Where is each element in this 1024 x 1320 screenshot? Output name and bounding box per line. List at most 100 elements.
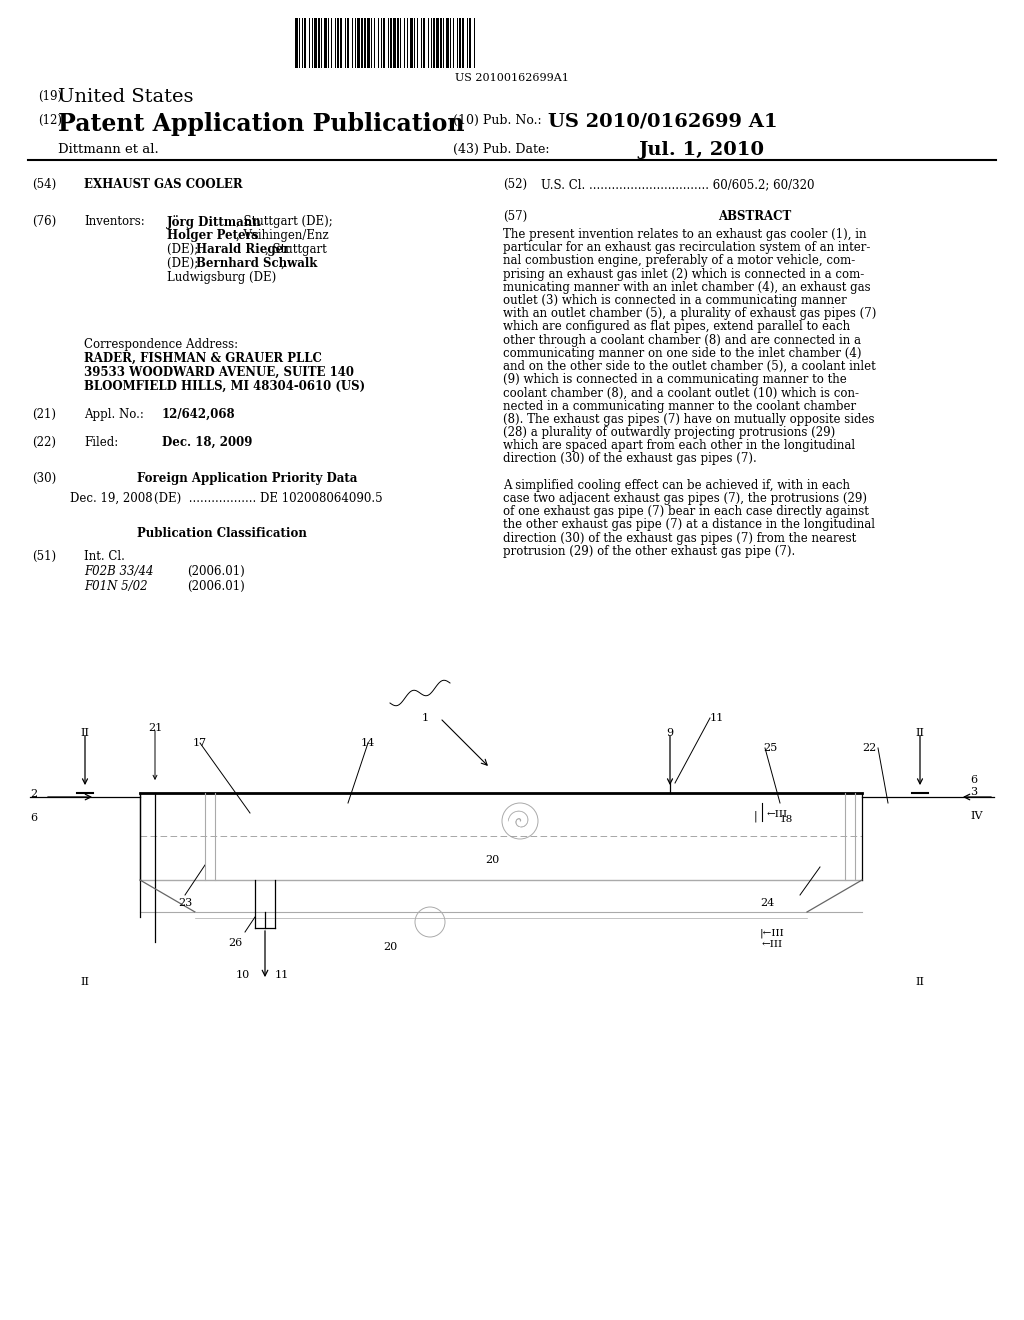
Text: 9: 9 [667, 729, 674, 738]
Text: (DE);: (DE); [167, 243, 202, 256]
Text: , Vaihingen/Enz: , Vaihingen/Enz [236, 228, 329, 242]
Text: |←III: |←III [760, 928, 784, 937]
Text: US 20100162699A1: US 20100162699A1 [455, 73, 569, 83]
Text: 14: 14 [360, 738, 375, 748]
Text: (76): (76) [32, 215, 56, 228]
Text: 10: 10 [236, 970, 250, 979]
Text: other through a coolant chamber (8) and are connected in a: other through a coolant chamber (8) and … [503, 334, 861, 347]
Text: Int. Cl.: Int. Cl. [84, 550, 125, 564]
Text: of one exhaust gas pipe (7) bear in each case directly against: of one exhaust gas pipe (7) bear in each… [503, 506, 869, 519]
Text: direction (30) of the exhaust gas pipes (7) from the nearest: direction (30) of the exhaust gas pipes … [503, 532, 856, 545]
Text: (21): (21) [32, 408, 56, 421]
Text: Jörg Dittmann: Jörg Dittmann [167, 215, 262, 228]
Text: Appl. No.:: Appl. No.: [84, 408, 144, 421]
Text: RADER, FISHMAN & GRAUER PLLC: RADER, FISHMAN & GRAUER PLLC [84, 352, 322, 366]
Text: 1: 1 [422, 713, 429, 723]
Text: (28) a plurality of outwardly projecting protrusions (29): (28) a plurality of outwardly projecting… [503, 426, 836, 440]
Text: direction (30) of the exhaust gas pipes (7).: direction (30) of the exhaust gas pipes … [503, 453, 757, 466]
Text: 3: 3 [970, 787, 977, 797]
Text: case two adjacent exhaust gas pipes (7), the protrusions (29): case two adjacent exhaust gas pipes (7),… [503, 492, 867, 506]
Text: 39533 WOODWARD AVENUE, SUITE 140: 39533 WOODWARD AVENUE, SUITE 140 [84, 366, 354, 379]
Text: which are configured as flat pipes, extend parallel to each: which are configured as flat pipes, exte… [503, 321, 850, 334]
Text: Patent Application Publication: Patent Application Publication [58, 112, 465, 136]
Text: (30): (30) [32, 473, 56, 484]
Bar [436, 18, 439, 69]
Text: BLOOMFIELD HILLS, MI 48304-0610 (US): BLOOMFIELD HILLS, MI 48304-0610 (US) [84, 380, 366, 393]
Text: outlet (3) which is connected in a communicating manner: outlet (3) which is connected in a commu… [503, 294, 847, 308]
Text: ←III: ←III [762, 940, 783, 949]
Text: 26: 26 [228, 939, 242, 948]
Text: 22: 22 [862, 743, 877, 752]
Text: Publication Classification: Publication Classification [137, 527, 307, 540]
Text: Foreign Application Priority Data: Foreign Application Priority Data [137, 473, 357, 484]
Bar [462, 18, 464, 69]
Text: 17: 17 [193, 738, 207, 748]
Text: II: II [915, 729, 925, 738]
Text: 11: 11 [710, 713, 724, 723]
Bar [383, 18, 385, 69]
Text: prising an exhaust gas inlet (2) which is connected in a com-: prising an exhaust gas inlet (2) which i… [503, 268, 864, 281]
Text: 6: 6 [30, 813, 37, 822]
Text: municating manner with an inlet chamber (4), an exhaust gas: municating manner with an inlet chamber … [503, 281, 870, 294]
Text: communicating manner on one side to the inlet chamber (4): communicating manner on one side to the … [503, 347, 861, 360]
Bar [433, 18, 435, 69]
Bar [469, 18, 471, 69]
Text: 21: 21 [147, 723, 162, 733]
Bar [340, 18, 342, 69]
Text: Harald Rieger: Harald Rieger [196, 243, 290, 256]
Text: (52): (52) [503, 178, 527, 191]
Text: (12): (12) [38, 114, 62, 127]
Bar [347, 18, 349, 69]
Text: 18: 18 [780, 814, 794, 824]
Text: F01N 5/02: F01N 5/02 [84, 579, 147, 593]
Text: nal combustion engine, preferably of a motor vehicle, com-: nal combustion engine, preferably of a m… [503, 255, 855, 268]
Text: |: | [754, 810, 757, 821]
Bar [446, 18, 449, 69]
Text: Jul. 1, 2010: Jul. 1, 2010 [638, 141, 764, 158]
Text: ←III: ←III [767, 810, 788, 818]
Bar [324, 18, 327, 69]
Bar [397, 18, 399, 69]
Text: (22): (22) [32, 436, 56, 449]
Text: II: II [915, 977, 925, 987]
Bar [393, 18, 396, 69]
Text: (19): (19) [38, 90, 62, 103]
Text: (DE)  .................. DE 102008064090.5: (DE) .................. DE 102008064090.… [154, 492, 383, 506]
Bar [390, 18, 392, 69]
Text: the other exhaust gas pipe (7) at a distance in the longitudinal: the other exhaust gas pipe (7) at a dist… [503, 519, 874, 532]
Text: ABSTRACT: ABSTRACT [719, 210, 792, 223]
Text: United States: United States [58, 88, 194, 106]
Text: IV: IV [970, 810, 982, 821]
Text: , Stuttgart (DE);: , Stuttgart (DE); [236, 215, 333, 228]
Text: (57): (57) [503, 210, 527, 223]
Text: with an outlet chamber (5), a plurality of exhaust gas pipes (7): with an outlet chamber (5), a plurality … [503, 308, 877, 321]
Bar [314, 18, 317, 69]
Text: Dec. 18, 2009: Dec. 18, 2009 [162, 436, 252, 449]
Bar [367, 18, 370, 69]
Text: Filed:: Filed: [84, 436, 118, 449]
Text: and on the other side to the outlet chamber (5), a coolant inlet: and on the other side to the outlet cham… [503, 360, 876, 374]
Text: II: II [81, 729, 89, 738]
Bar [364, 18, 366, 69]
Text: US 2010/0162699 A1: US 2010/0162699 A1 [548, 112, 777, 129]
Text: (54): (54) [32, 178, 56, 191]
Text: Correspondence Address:: Correspondence Address: [84, 338, 239, 351]
Text: (2006.01): (2006.01) [187, 579, 245, 593]
Text: ,: , [281, 257, 285, 271]
Bar [410, 18, 413, 69]
Text: 12/642,068: 12/642,068 [162, 408, 236, 421]
Text: U.S. Cl. ................................ 60/605.2; 60/320: U.S. Cl. ...............................… [541, 178, 814, 191]
Text: 23: 23 [178, 898, 193, 908]
Text: (9) which is connected in a communicating manner to the: (9) which is connected in a communicatin… [503, 374, 847, 387]
Bar [361, 18, 362, 69]
Text: nected in a communicating manner to the coolant chamber: nected in a communicating manner to the … [503, 400, 856, 413]
Text: Dec. 19, 2008: Dec. 19, 2008 [70, 492, 153, 506]
Text: , Stuttgart: , Stuttgart [264, 243, 327, 256]
Text: 2: 2 [30, 789, 37, 799]
Text: The present invention relates to an exhaust gas cooler (1), in: The present invention relates to an exha… [503, 228, 866, 242]
Text: (DE);: (DE); [167, 257, 202, 271]
Bar [304, 18, 306, 69]
Text: Dittmann et al.: Dittmann et al. [58, 143, 159, 156]
Bar [423, 18, 425, 69]
Text: 24: 24 [760, 898, 774, 908]
